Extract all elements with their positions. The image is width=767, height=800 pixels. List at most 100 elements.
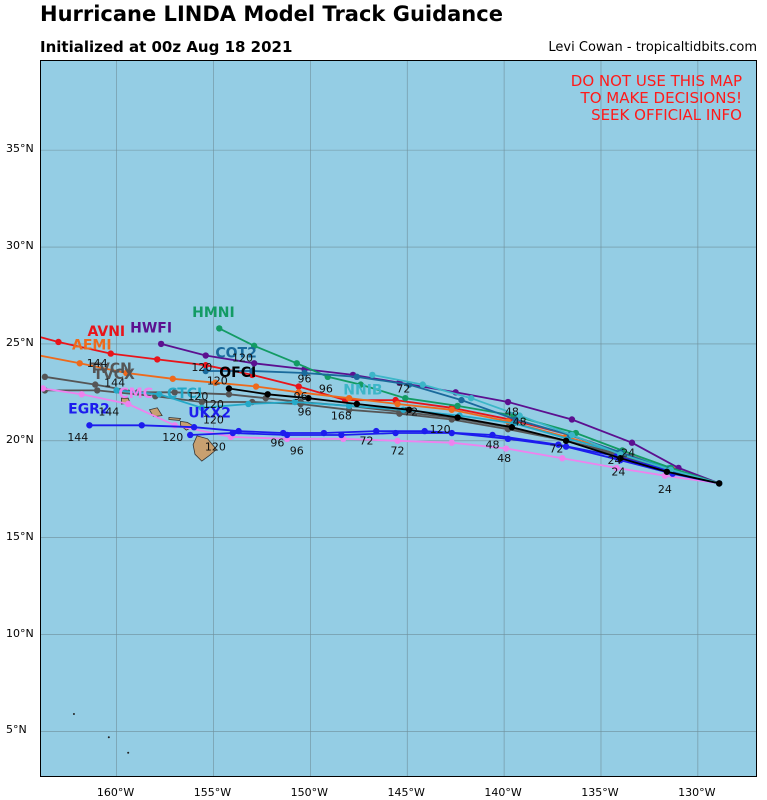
track-point [138, 422, 145, 429]
track-point [154, 356, 161, 363]
track-point [467, 394, 475, 402]
track-point [190, 424, 198, 431]
latitude-tick-label: 25°N [6, 335, 34, 349]
track-point [345, 402, 353, 410]
model-label-ctci: CTCI [167, 386, 202, 402]
track-point [402, 394, 409, 402]
track-point [353, 400, 361, 408]
model-label-tvcn: TVCN [89, 361, 131, 377]
forecast-hour-label: 120 [205, 440, 226, 453]
track-point [369, 371, 376, 379]
latitude-tick-label: 30°N [6, 239, 34, 253]
island-molokai [168, 417, 182, 421]
track-point [250, 342, 258, 350]
track-point [568, 416, 576, 423]
track-point [283, 431, 291, 439]
track-cot2 [202, 367, 723, 487]
model-label-cmc: CMC [119, 386, 153, 402]
track-line [218, 327, 720, 485]
forecast-hour-label: 120 [191, 361, 212, 374]
forecast-hour-label: 96 [298, 373, 312, 386]
forecast-hour-label: 168 [331, 409, 352, 422]
track-point [613, 464, 620, 472]
model-label-aemi: AEMI [72, 338, 112, 354]
warning-line-2: TO MAKE DECISIONS! [580, 89, 742, 107]
forecast-hour-label: 96 [298, 406, 312, 419]
model-label-nnib: NNIB [343, 382, 382, 398]
track-point [78, 391, 85, 398]
track-point [202, 352, 209, 359]
longitude-tick-label: 135°W [581, 786, 619, 799]
forecast-hour-label: 120 [207, 375, 228, 388]
longitude-tick-label: 155°W [193, 786, 232, 799]
track-point [295, 383, 302, 390]
track-point [454, 402, 461, 410]
track-cmc [41, 385, 723, 487]
forecast-hour-label: 120 [203, 413, 224, 426]
track-point [76, 360, 83, 367]
map-panel[interactable]: AVNI AEMI TVCX TVCN CMC CTCI EGR2 UKX2 HWFI HMNI C… [40, 60, 757, 777]
forecast-hour-label: 120 [187, 390, 208, 403]
track-point [504, 435, 512, 443]
forecast-hour-label: 48 [513, 415, 527, 428]
track-point [617, 455, 624, 462]
latitude-tick-label: 5°N [6, 723, 27, 737]
forecast-hour-label: 120 [232, 351, 253, 364]
track-point [216, 325, 223, 332]
forecast-hour-label: 120 [430, 423, 451, 436]
forecast-hour-label: 144 [87, 357, 108, 370]
islet-dot [107, 736, 110, 739]
model-label-cot2: COT2 [215, 345, 256, 361]
track-point [169, 375, 176, 382]
track-line [44, 389, 720, 485]
forecast-hour-label: 144 [104, 377, 125, 390]
forecast-hour-label: 72 [396, 382, 410, 395]
track-point [345, 394, 353, 402]
track-point [353, 373, 361, 381]
track-point [86, 422, 93, 429]
credit-text: Levi Cowan - tropicaltidbits.com [548, 40, 757, 55]
track-point [338, 431, 345, 439]
track-point [394, 437, 401, 444]
track-point [663, 468, 671, 475]
forecast-hour-label: 96 [290, 444, 304, 457]
model-label-ukx2: UKX2 [188, 406, 231, 422]
track-point [229, 429, 237, 437]
track-point [394, 400, 401, 408]
forecast-hour-label: 120 [162, 431, 183, 444]
init-time-subtitle: Initialized at 00z Aug 18 2021 [40, 38, 293, 56]
track-point [249, 367, 256, 375]
track-point [448, 439, 455, 446]
track-line [160, 343, 720, 485]
track-point [41, 373, 49, 381]
track-hmni [216, 325, 723, 487]
latitude-tick-label: 15°N [6, 529, 34, 543]
longitude-tick-label: 150°W [290, 786, 329, 799]
forecast-hour-label: 96 [270, 437, 284, 450]
track-point [562, 437, 570, 444]
track-point [373, 427, 380, 435]
track-line [42, 387, 720, 485]
track-point [448, 416, 455, 423]
track-point [392, 429, 399, 437]
track-point [113, 387, 120, 394]
track-point [252, 383, 260, 390]
forecast-hour-label: 120 [203, 398, 224, 411]
track-point [124, 400, 132, 408]
latitude-tick-label: 10°N [6, 626, 34, 640]
track-point [123, 369, 130, 377]
model-label-avni: AVNI [88, 324, 126, 340]
track-point [502, 445, 510, 452]
latitude-tick-label: 35°N [6, 142, 34, 156]
islet-dot [72, 712, 75, 715]
track-point [559, 455, 566, 462]
track-point [212, 379, 219, 386]
track-point [202, 362, 209, 369]
track-point [305, 394, 312, 402]
track-point [157, 340, 165, 348]
track-point [198, 404, 206, 412]
track-point [93, 387, 101, 394]
forecast-hour-label: 48 [497, 452, 511, 465]
track-point [458, 396, 465, 404]
